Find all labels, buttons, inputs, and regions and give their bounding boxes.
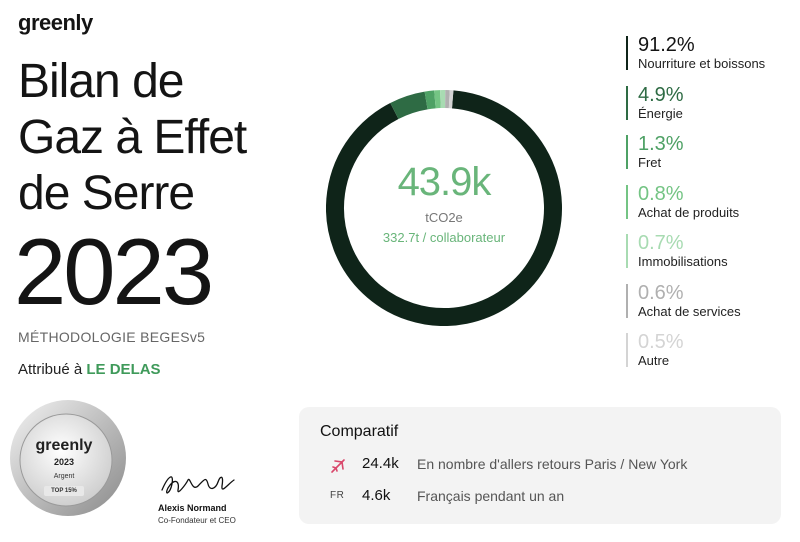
legend-marker <box>626 234 628 268</box>
per-employee-emissions: 332.7t / collaborateur <box>382 230 506 245</box>
legend-label: Achat de services <box>638 303 741 319</box>
donut-slice-2 <box>390 91 428 120</box>
legend-item: 0.7% Immobilisations <box>626 232 796 282</box>
country-code-fr: FR <box>330 490 345 501</box>
legend-item: 1.3% Fret <box>626 133 796 183</box>
donut-slice-1 <box>326 90 562 326</box>
badge-rank: TOP 15% <box>44 486 84 496</box>
attribution: Attribué à LE DELAS <box>18 361 161 378</box>
flights-description: En nombre d'allers retours Paris / New Y… <box>417 456 688 472</box>
attribution-prefix: Attribué à <box>18 361 83 378</box>
emissions-donut-chart <box>326 90 562 326</box>
legend-percent: 4.9% <box>638 83 684 106</box>
signer-role: Co-Fondateur et CEO <box>158 516 236 525</box>
legend-marker <box>626 135 628 169</box>
legend-item: 0.5% Autre <box>626 331 796 381</box>
legend-marker <box>626 36 628 70</box>
total-emissions: 43.9k <box>397 160 492 204</box>
legend-percent: 1.3% <box>638 133 684 155</box>
comparatif-panel: Comparatif 24.4k En nombre d'allers reto… <box>299 407 781 524</box>
company-name: LE DELAS <box>86 361 161 378</box>
legend-label: Immobilisations <box>638 254 728 269</box>
comparatif-title: Comparatif <box>320 423 399 440</box>
signer-name: Alexis Normand <box>158 503 227 513</box>
legend-marker <box>626 333 628 367</box>
airplane-icon <box>330 458 350 474</box>
chart-legend: 91.2% Nourriture et boissons 4.9% Énergi… <box>626 34 796 381</box>
legend-item: 0.8% Achat de produits <box>626 183 796 233</box>
legend-marker <box>626 85 628 120</box>
legend-percent: 0.8% <box>638 182 684 205</box>
certification-badge <box>10 400 126 516</box>
legend-label: Fret <box>638 155 662 170</box>
donut-slice-3 <box>424 90 436 110</box>
greenly-logo: greenly <box>18 10 93 35</box>
legend-label: Achat de produits <box>638 204 740 220</box>
title-line-1: Bilan de <box>18 55 184 108</box>
title-line-3: de Serre <box>18 167 195 220</box>
badge-level: Argent <box>53 473 75 480</box>
legend-percent: 0.6% <box>638 281 684 304</box>
legend-item: 91.2% Nourriture et boissons <box>626 34 796 84</box>
legend-label: Nourriture et boissons <box>638 56 766 71</box>
title-line-2: Gaz à Effet <box>18 111 247 164</box>
french-value: 4.6k <box>362 487 391 504</box>
emissions-unit: tCO2e <box>425 210 463 225</box>
legend-item: 0.6% Achat de services <box>626 282 796 332</box>
legend-item: 4.9% Énergie <box>626 84 796 134</box>
legend-percent: 0.7% <box>638 232 684 254</box>
legend-percent: 0.5% <box>638 331 684 353</box>
badge-brand: greenly <box>35 437 93 454</box>
legend-label: Énergie <box>638 105 683 121</box>
report-title: Bilan de Gaz à Effet de Serre <box>18 54 247 222</box>
legend-percent: 91.2% <box>638 34 695 56</box>
french-description: Français pendant un an <box>417 488 565 504</box>
flights-value: 24.4k <box>362 455 399 472</box>
legend-marker <box>626 283 628 318</box>
badge-year: 2023 <box>53 457 75 467</box>
donut-center: 43.9k tCO2e 332.7t / collaborateur <box>326 90 562 326</box>
legend-label: Autre <box>638 353 670 368</box>
report-year: 2023 <box>14 219 214 324</box>
methodology-label: MÉTHODOLOGIE BEGESv5 <box>18 329 206 345</box>
signature-scribble <box>161 476 235 494</box>
legend-marker <box>626 184 628 219</box>
